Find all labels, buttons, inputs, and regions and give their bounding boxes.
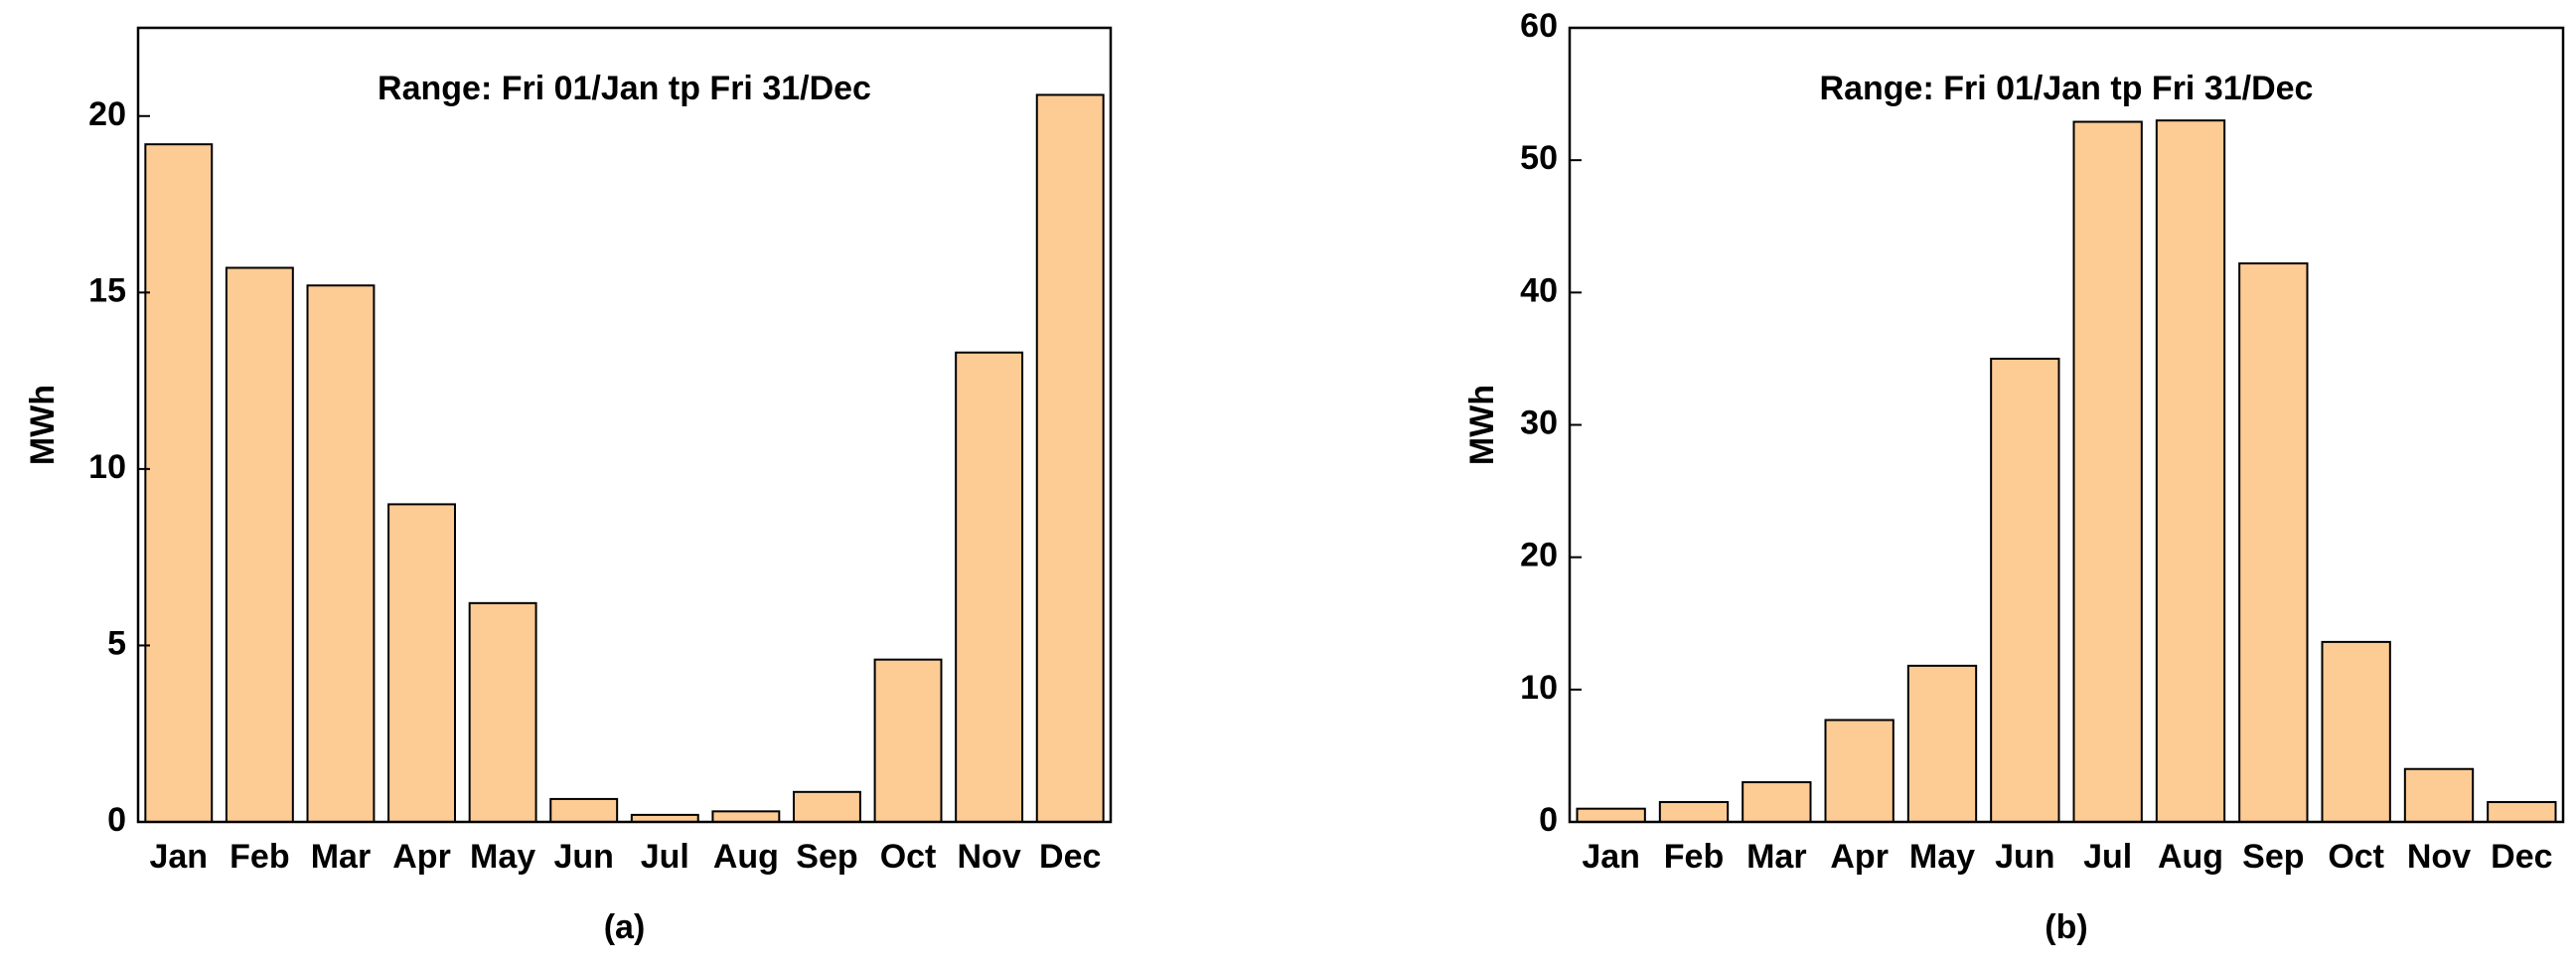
bar (711, 810, 781, 824)
bar (1035, 93, 1105, 823)
y-tick-label: 15 (88, 271, 126, 309)
y-tick-label: 50 (1520, 139, 1558, 177)
bar (2487, 801, 2557, 824)
bar (144, 143, 214, 824)
bar (468, 601, 537, 823)
bar (2321, 640, 2391, 823)
x-tick-label: Sep (2242, 838, 2304, 876)
y-tick-label: 30 (1520, 404, 1558, 441)
x-tick-label: May (1909, 838, 1975, 876)
y-tick-label: 20 (88, 95, 126, 133)
y-tick-label: 60 (1520, 7, 1558, 45)
x-tick-label: Dec (1039, 838, 1101, 876)
y-tick-label: 10 (1520, 669, 1558, 707)
x-tick-label: Dec (2491, 838, 2552, 876)
bar (1658, 801, 1730, 824)
y-tick-label: 5 (107, 624, 126, 662)
caption: (b) (2045, 908, 2087, 946)
x-tick-label: Jul (2083, 838, 2132, 876)
bar (2238, 262, 2309, 823)
x-tick-label: Jan (1582, 838, 1640, 876)
x-tick-label: Jun (553, 838, 613, 876)
x-tick-label: Apr (1830, 838, 1889, 876)
bar (873, 658, 943, 823)
x-tick-label: May (470, 838, 535, 876)
x-tick-label: Oct (880, 838, 937, 876)
x-tick-label: Jun (1995, 838, 2054, 876)
x-tick-label: Aug (2158, 838, 2223, 876)
bar (1824, 719, 1894, 823)
y-tick-label: 10 (88, 448, 126, 486)
x-tick-label: Apr (392, 838, 451, 876)
x-tick-label: Jul (641, 838, 689, 876)
plot-frame (136, 26, 1113, 824)
bar (1576, 807, 1646, 824)
y-tick-label: 0 (1539, 801, 1558, 839)
chart-title: Range: Fri 01/Jan tp Fri 31/Dec (378, 70, 871, 107)
bar (1906, 664, 1978, 824)
caption: (a) (604, 908, 646, 946)
bar (955, 351, 1024, 823)
y-tick-label: 20 (1520, 537, 1558, 574)
bar (2403, 767, 2475, 824)
y-axis-label: MWh (1463, 385, 1501, 465)
x-tick-label: Nov (2407, 838, 2471, 876)
y-tick-label: 0 (107, 801, 126, 839)
x-tick-label: Mar (1746, 838, 1806, 876)
plot-frame (1568, 26, 2565, 824)
bar (2155, 119, 2226, 823)
bar (549, 797, 619, 824)
chart-title: Range: Fri 01/Jan tp Fri 31/Dec (1820, 70, 2314, 107)
bar (793, 790, 861, 823)
x-tick-label: Mar (311, 838, 371, 876)
bar (2072, 120, 2143, 823)
x-tick-label: Oct (2328, 838, 2384, 876)
x-tick-label: Sep (796, 838, 857, 876)
y-axis-label: MWh (24, 385, 62, 465)
y-tick-label: 40 (1520, 271, 1558, 309)
x-tick-label: Aug (713, 838, 779, 876)
bar (1990, 357, 2060, 823)
bar (306, 284, 376, 823)
bar (225, 266, 294, 823)
x-tick-label: Jan (149, 838, 208, 876)
x-tick-label: Nov (958, 838, 1021, 876)
bar (387, 503, 456, 823)
x-tick-label: Feb (1664, 838, 1724, 876)
bar (1742, 781, 1812, 823)
x-tick-label: Feb (229, 838, 289, 876)
